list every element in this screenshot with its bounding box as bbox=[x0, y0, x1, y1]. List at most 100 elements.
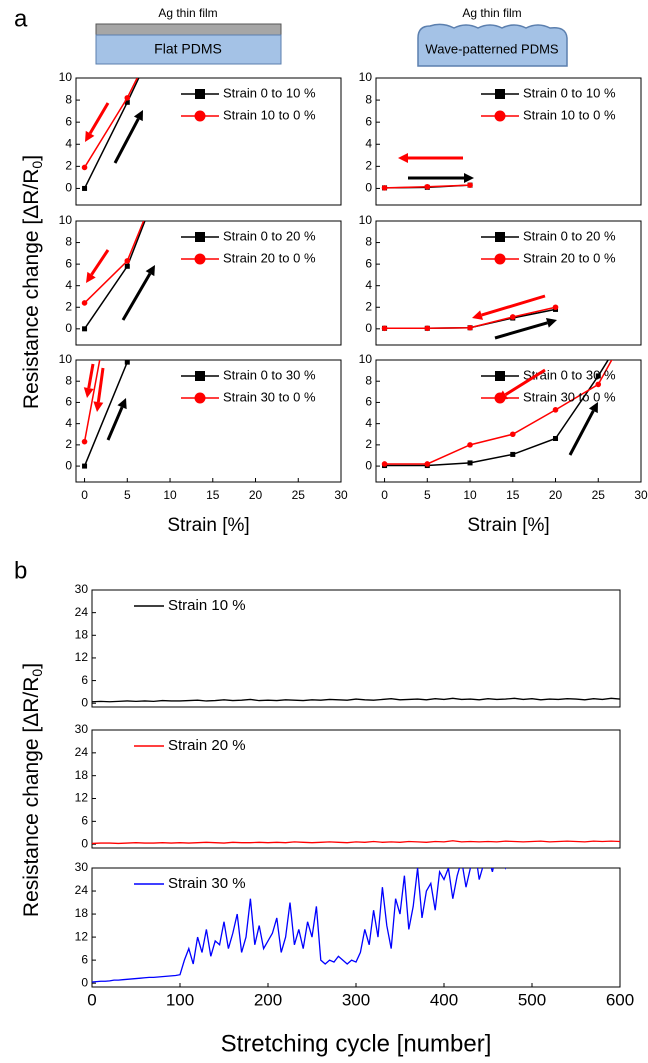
y-tick-label: 6 bbox=[81, 673, 88, 687]
y-tick-label: 6 bbox=[65, 114, 72, 128]
legend-marker bbox=[194, 253, 206, 265]
x-tick-label: 10 bbox=[463, 488, 477, 502]
arrow-head bbox=[93, 401, 104, 412]
arrow-head bbox=[83, 387, 94, 398]
plot-area bbox=[381, 304, 559, 332]
marker bbox=[553, 436, 559, 442]
arrow-head bbox=[472, 310, 484, 320]
plot-frame bbox=[75, 220, 342, 346]
data-line bbox=[92, 868, 507, 983]
y-tick-label: 4 bbox=[65, 416, 72, 430]
x-tick-label: 0 bbox=[87, 990, 96, 1009]
y-label-main: Resistance change [ΔR/R bbox=[20, 677, 43, 917]
data-line bbox=[384, 360, 610, 467]
data-line bbox=[92, 840, 620, 845]
arrow-shaft bbox=[106, 406, 124, 441]
y-tick-label: 30 bbox=[75, 582, 89, 596]
marker bbox=[81, 438, 88, 445]
y-tick-label: 6 bbox=[81, 814, 88, 828]
marker bbox=[424, 183, 431, 190]
wave-pdms bbox=[417, 23, 568, 67]
legend-label: Strain 0 to 10 % bbox=[523, 85, 616, 100]
legend-label: Strain 10 to 0 % bbox=[223, 107, 316, 122]
plot-frame bbox=[375, 77, 642, 206]
plot-frame bbox=[375, 220, 642, 346]
plot-area bbox=[381, 182, 473, 191]
y-tick-label: 18 bbox=[75, 627, 89, 641]
marker bbox=[467, 182, 473, 188]
plot-frame bbox=[375, 359, 642, 483]
y-tick-label: 0 bbox=[365, 181, 372, 195]
legend-marker bbox=[494, 110, 506, 122]
data-line bbox=[83, 360, 101, 442]
arrow-head bbox=[85, 130, 95, 142]
y-tick-label: 6 bbox=[365, 114, 372, 128]
y-tick-label: 2 bbox=[365, 299, 372, 313]
marker bbox=[424, 325, 431, 332]
y-tick-label: 6 bbox=[365, 256, 372, 270]
y-tick-label: 0 bbox=[81, 695, 88, 709]
plot-area bbox=[81, 78, 140, 191]
y-axis-label: Resistance change [ΔR/R0] bbox=[20, 155, 45, 409]
plot-area bbox=[81, 209, 173, 469]
x-tick-label: 5 bbox=[124, 488, 131, 502]
y-tick-label: 0 bbox=[81, 836, 88, 850]
legend-marker bbox=[194, 110, 206, 122]
legend-marker bbox=[494, 253, 506, 265]
y-tick-label: 6 bbox=[365, 395, 372, 409]
y-tick-label: 4 bbox=[365, 416, 372, 430]
y-tick-label: 10 bbox=[59, 213, 73, 227]
diagram-label: Flat PDMS bbox=[154, 41, 222, 57]
arrow-head bbox=[588, 402, 598, 414]
y-tick-label: 2 bbox=[65, 159, 72, 173]
y-label-end: ] bbox=[20, 155, 43, 161]
x-axis-label: Stretching cycle [number] bbox=[221, 1030, 492, 1057]
marker bbox=[168, 154, 173, 159]
y-label-end: ] bbox=[20, 663, 43, 669]
legend-label: Strain 10 to 0 % bbox=[523, 107, 616, 122]
y-tick-label: 24 bbox=[75, 745, 89, 759]
diagram-label: Wave-patterned PDMS bbox=[425, 41, 559, 56]
legend-marker bbox=[495, 232, 505, 242]
legend-marker bbox=[195, 89, 205, 99]
marker bbox=[510, 451, 516, 457]
y-tick-label: 4 bbox=[365, 278, 372, 292]
legend-label: Strain 30 to 0 % bbox=[223, 389, 316, 404]
plot-area bbox=[381, 360, 613, 469]
y-tick-label: 10 bbox=[359, 213, 373, 227]
marker bbox=[124, 360, 130, 365]
arrow-shaft bbox=[90, 249, 110, 276]
marker bbox=[168, 251, 173, 256]
marker bbox=[124, 99, 130, 105]
plot-frame bbox=[75, 359, 342, 483]
plot-frame bbox=[91, 589, 621, 708]
y-tick-label: 12 bbox=[75, 650, 89, 664]
data-line bbox=[384, 360, 613, 465]
x-tick-label: 0 bbox=[81, 488, 88, 502]
x-tick-label: 600 bbox=[606, 990, 634, 1009]
ag-film bbox=[95, 23, 282, 36]
y-tick-label: 4 bbox=[65, 278, 72, 292]
marker bbox=[467, 324, 473, 331]
x-tick-label: 100 bbox=[166, 990, 194, 1009]
marker bbox=[424, 461, 431, 467]
y-tick-label: 12 bbox=[75, 929, 89, 943]
marker bbox=[124, 209, 130, 215]
y-tick-label: 6 bbox=[65, 395, 72, 409]
x-tick-label: 500 bbox=[518, 990, 546, 1009]
marker bbox=[82, 326, 88, 332]
arrow-head bbox=[145, 265, 155, 277]
pdms-block bbox=[95, 34, 282, 65]
y-tick-label: 24 bbox=[75, 605, 89, 619]
legend-label: Strain 0 to 30 % bbox=[223, 367, 316, 382]
y-tick-label: 4 bbox=[65, 136, 72, 150]
y-tick-label: 12 bbox=[75, 791, 89, 805]
arrow-shaft bbox=[113, 118, 140, 164]
y-label-sub: 0 bbox=[29, 669, 45, 677]
marker bbox=[509, 314, 516, 320]
arrow-shaft bbox=[504, 368, 546, 396]
arrow-head bbox=[398, 153, 408, 163]
legend-marker bbox=[195, 232, 205, 242]
x-tick-label: 400 bbox=[430, 990, 458, 1009]
plot-area bbox=[81, 154, 173, 332]
